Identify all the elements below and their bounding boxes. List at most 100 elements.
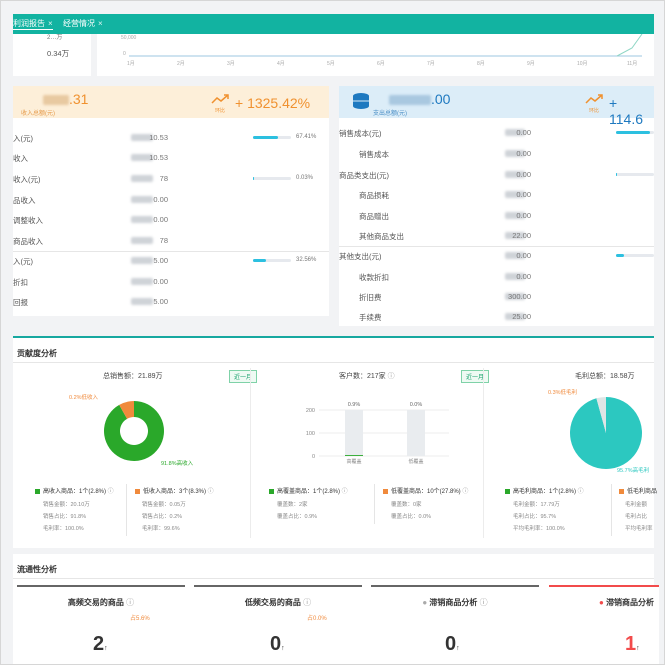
- period-badge[interactable]: 近一月: [461, 370, 490, 383]
- liquidity-card-unsold[interactable]: ● 滞销商品分析 ⓘ 0↑: [371, 585, 539, 664]
- alert-dot-icon: ●: [599, 598, 607, 607]
- income-amount: .31: [69, 91, 89, 107]
- blurred-value: [505, 150, 525, 157]
- divider: [13, 251, 329, 252]
- help-icon[interactable]: ⓘ: [106, 489, 114, 495]
- blurred-value: [131, 237, 153, 244]
- month-tick-label: 4月: [277, 61, 285, 67]
- close-icon[interactable]: ×: [98, 19, 103, 28]
- help-icon[interactable]: ⓘ: [300, 598, 312, 607]
- progress-fill: [253, 177, 255, 180]
- expense-row-label: 商品类支出(元): [339, 171, 389, 180]
- pie-slice-low: [596, 397, 606, 433]
- income-progress-bar: [253, 259, 291, 262]
- expense-progress-bar: [616, 131, 654, 134]
- expense-change: + 114.6: [609, 95, 643, 127]
- progress-fill: [616, 131, 651, 134]
- trend-label: 环比: [589, 108, 600, 114]
- liquidity-card-slow[interactable]: ● 滞销商品分析 1↑: [549, 585, 659, 664]
- pie-slice-high: [104, 401, 165, 461]
- expense-row-label: 销售成本(元): [339, 129, 382, 138]
- y-tick-label: 0: [312, 454, 315, 460]
- contribution-panel: 贡献度分析 总销售额：21.89万 近一月 0.2%低收入 91.8%高收入 高…: [13, 338, 657, 548]
- tab-label: 经营情况: [63, 19, 95, 28]
- help-icon[interactable]: ⓘ: [460, 489, 469, 495]
- period-badge[interactable]: 近一月: [229, 370, 258, 383]
- stat-line: 覆盖占比：0.9%: [277, 514, 318, 520]
- close-icon[interactable]: ×: [48, 19, 53, 28]
- divider: [13, 362, 654, 363]
- green-dot-icon: [35, 488, 40, 494]
- legend-text: 低收入商品：3个(8.3%): [143, 489, 207, 495]
- liquidity-card-high-freq[interactable]: 高频交易的商品 ⓘ 占5.6% 2↑: [17, 585, 185, 664]
- liquidity-card-low-freq[interactable]: 低频交易的商品 ⓘ 占0.0% 0↑: [194, 585, 362, 664]
- top-trend-chart: 50,000 0 1月 2月 3月 4月 5月 6月 7月 8月 9月 10月 11月: [97, 34, 654, 76]
- help-icon[interactable]: ⓘ: [123, 598, 135, 607]
- expense-row-value: 22.00: [512, 231, 531, 240]
- blurred-value: [505, 232, 525, 239]
- income-row-value: 78: [159, 174, 168, 183]
- month-tick-label: 8月: [477, 61, 485, 67]
- orange-dot-icon: [135, 488, 140, 494]
- divider: [250, 368, 251, 538]
- trend-up-icon: [585, 94, 603, 104]
- stat-line: 毛利金额: [625, 502, 648, 508]
- expense-row-value: 0.00: [516, 251, 531, 260]
- info-dot-icon: ●: [422, 598, 430, 607]
- help-icon[interactable]: ⓘ: [576, 489, 584, 495]
- y-tick-label: 100: [306, 431, 315, 437]
- card-number: 0↑: [270, 633, 285, 656]
- blurred-value: [505, 313, 525, 320]
- income-row-label: 品收入: [13, 196, 36, 205]
- card-number: 0↑: [445, 633, 460, 656]
- arrow-up-icon: ↑: [281, 645, 285, 652]
- expense-row-label: 收款折扣: [359, 273, 389, 282]
- card-num-text: 0: [445, 633, 457, 655]
- chart-y-zero: 0: [123, 51, 126, 57]
- income-change: + 1325.42%: [235, 95, 311, 111]
- progress-fill: [253, 259, 266, 262]
- expense-row-value: 0.00: [516, 272, 531, 281]
- help-icon[interactable]: ⓘ: [206, 489, 214, 495]
- card-title-text: 滞销商品分析: [429, 598, 478, 607]
- card-tag: 占0.0%: [307, 616, 327, 622]
- help-icon[interactable]: ⓘ: [385, 373, 395, 380]
- high-pct-label: 95.7%高毛利: [617, 468, 650, 474]
- bar-value-label: 0.9%: [348, 402, 361, 408]
- section-divider: [13, 336, 654, 338]
- tab-business-status[interactable]: 经营情况 ×: [63, 18, 103, 29]
- expense-row-label: 折旧费: [359, 293, 382, 302]
- section-title: 流通性分析: [17, 565, 57, 574]
- expense-row-label: 其他支出(元): [339, 252, 382, 261]
- blurred-value: [505, 252, 525, 259]
- arrow-up-icon: ↑: [456, 645, 460, 652]
- legend-text: 低毛利商品: [627, 489, 658, 495]
- customers-total: 客户数：217家: [339, 373, 386, 380]
- blurred-value: [505, 171, 525, 178]
- help-icon[interactable]: ⓘ: [340, 489, 348, 495]
- card-number: 1↑: [625, 633, 640, 656]
- bar-background: [345, 410, 363, 456]
- expense-row-value: 0.00: [516, 190, 531, 199]
- stat-line: 毛利金额：17.79万: [513, 502, 560, 508]
- expense-progress-bar: [616, 173, 654, 176]
- sales-total: 总销售额：21.89万: [103, 373, 163, 380]
- month-tick-label: 1月: [127, 61, 135, 67]
- tab-label: 利润报告: [13, 19, 45, 28]
- progress-fill: [616, 254, 624, 257]
- income-row-value: 0.00: [153, 277, 168, 286]
- expense-row-label: 手续费: [359, 313, 382, 322]
- bar-background: [407, 410, 425, 456]
- tab-profit-report[interactable]: 利润报告 ×: [13, 18, 53, 30]
- stat-line: 平均毛利率：100.0%: [513, 526, 565, 532]
- legend-low: 低毛利商品: [619, 486, 657, 495]
- divider: [339, 246, 654, 247]
- help-icon[interactable]: ⓘ: [477, 598, 488, 607]
- database-icon: [353, 93, 369, 109]
- income-header: .31 收入总额(元) 环比 + 1325.42%: [13, 86, 329, 118]
- margin-total: 毛利总额：18.58万: [575, 373, 635, 380]
- stat-line: 平均毛利率: [625, 526, 653, 532]
- expense-row-label: 商品损耗: [359, 191, 389, 200]
- progress-fill: [616, 173, 617, 176]
